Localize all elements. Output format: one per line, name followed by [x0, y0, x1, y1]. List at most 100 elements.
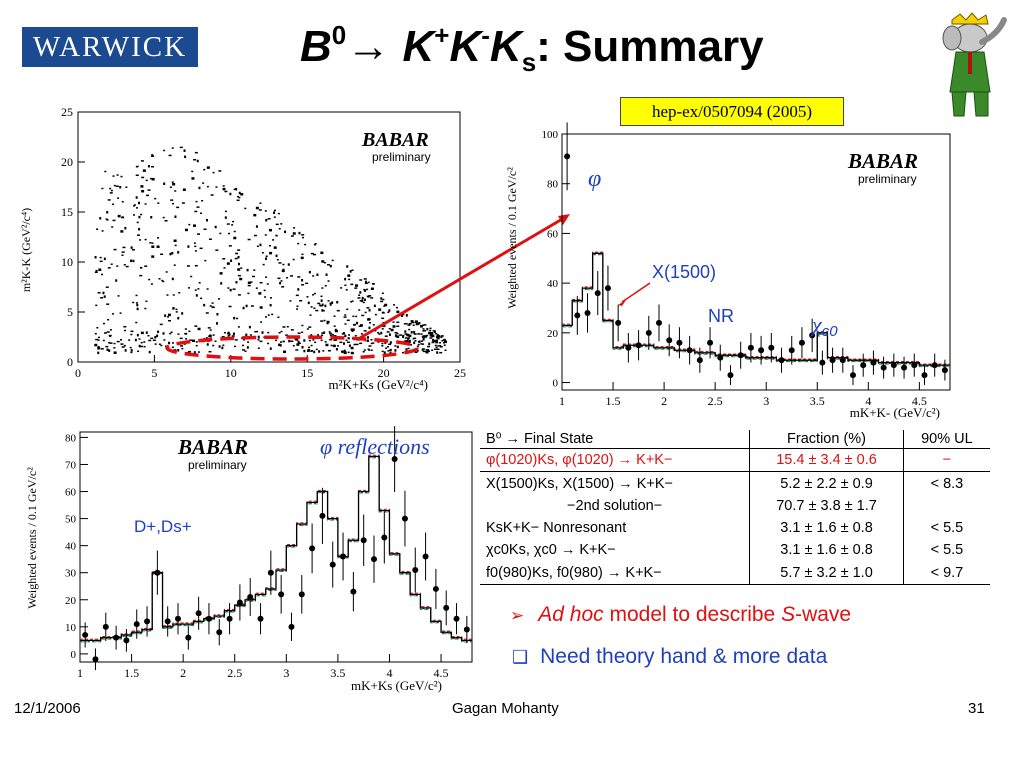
dalitz-point — [209, 329, 212, 331]
dalitz-point — [443, 340, 447, 344]
dalitz-point — [194, 250, 197, 252]
dalitz-point — [130, 330, 134, 333]
dalitz-point — [414, 340, 417, 342]
dalitz-point — [115, 279, 118, 282]
dalitz-point — [150, 216, 153, 219]
dalitz-point — [168, 319, 172, 322]
cell-state: KsK+K− Nonresonant — [486, 520, 627, 537]
dalitz-point — [96, 228, 99, 230]
dalitz-point — [94, 332, 97, 335]
dalitz-point — [247, 284, 251, 287]
dalitz-point — [300, 256, 304, 260]
data-point — [788, 347, 795, 354]
dalitz-point — [307, 301, 310, 305]
dalitz-point — [277, 277, 281, 280]
dalitz-point — [275, 254, 278, 258]
table-row: KsK+K− Nonresonant 3.1 ± 1.6 ± 0.8 < 5.5 — [480, 517, 990, 540]
dalitz-point — [190, 275, 193, 278]
dalitz-point — [242, 306, 245, 310]
dalitz-point — [107, 267, 111, 269]
dalitz-point — [129, 346, 132, 349]
dalitz-point — [107, 199, 111, 201]
cell-state: χc0Ks, χc0 → K+K− — [486, 542, 616, 559]
dalitz-point — [411, 321, 415, 324]
dalitz-point — [439, 346, 443, 348]
ytick-label: 80 — [65, 432, 77, 444]
dalitz-point — [219, 272, 223, 275]
dalitz-point — [343, 342, 346, 345]
dalitz-point — [226, 223, 230, 225]
data-point — [288, 623, 295, 630]
dalitz-point — [121, 216, 124, 218]
dalitz-point — [328, 331, 331, 333]
dalitz-point — [321, 287, 324, 289]
dalitz-point — [325, 273, 328, 276]
dalitz-point — [303, 339, 306, 342]
dalitz-point — [360, 333, 363, 335]
dalitz-point — [327, 263, 331, 266]
dalitz-point — [297, 332, 301, 334]
dalitz-point — [308, 339, 311, 342]
data-point — [564, 153, 571, 160]
x1500-label: X(1500) — [652, 262, 716, 282]
dalitz-point — [109, 192, 113, 194]
dalitz-point — [170, 199, 174, 201]
dalitz-point — [305, 282, 309, 285]
dalitz-point — [136, 221, 139, 224]
dalitz-point — [203, 228, 207, 230]
arrow-bullet-icon: ➢ — [510, 606, 525, 625]
dalitz-point — [102, 339, 105, 342]
dalitz-point — [218, 170, 222, 172]
dalitz-point — [212, 334, 215, 336]
dalitz-point — [310, 334, 313, 336]
dalitz-point — [297, 342, 301, 344]
dalitz-point — [429, 334, 432, 337]
dalitz-point — [370, 349, 373, 351]
dalitz-point — [308, 326, 312, 328]
dalitz-point — [385, 347, 388, 350]
fraction-table: B⁰ → Final State Fraction (%) 90% UL φ(1… — [480, 430, 990, 585]
dalitz-point — [290, 340, 294, 342]
dalitz-point — [308, 270, 311, 274]
x1500-pointer-head — [618, 300, 626, 306]
dalitz-point — [372, 342, 375, 344]
dalitz-point — [107, 318, 110, 321]
dalitz-point — [159, 323, 163, 326]
dalitz-point — [108, 334, 112, 337]
dalitz-point — [130, 246, 133, 249]
dalitz-point — [351, 300, 354, 302]
data-point — [319, 512, 326, 519]
dalitz-point — [247, 281, 251, 285]
dalitz-point — [188, 223, 191, 226]
dalitz-point — [433, 348, 437, 351]
dalitz-point — [247, 238, 251, 241]
dalitz-point — [140, 160, 144, 162]
dalitz-point — [171, 346, 174, 349]
cell-fraction: 70.7 ± 3.8 ± 1.7 — [749, 494, 904, 518]
dalitz-point — [216, 322, 219, 325]
dalitz-point — [438, 335, 441, 338]
dalitz-point — [292, 344, 295, 347]
dalitz-point — [408, 323, 412, 325]
dalitz-point — [329, 303, 332, 306]
dalitz-point — [363, 330, 367, 332]
dalitz-point — [293, 227, 296, 229]
phi-arrow — [359, 216, 565, 340]
data-point — [371, 556, 377, 563]
dalitz-point — [364, 282, 368, 285]
dalitz-point — [168, 341, 171, 345]
data-point — [747, 344, 754, 351]
dalitz-point — [140, 267, 143, 269]
col-fraction: Fraction (%) — [749, 430, 904, 449]
dalitz-point — [334, 329, 338, 333]
dalitz-point — [109, 187, 112, 190]
dalitz-point — [172, 202, 175, 205]
ytick-label: 10 — [65, 622, 77, 634]
dalitz-point — [368, 349, 371, 351]
dalitz-point — [113, 184, 116, 187]
dalitz-point — [95, 304, 98, 307]
dalitz-point — [212, 171, 215, 174]
data-point — [758, 347, 765, 354]
cell-fraction: 3.1 ± 1.6 ± 0.8 — [749, 539, 904, 562]
xtick-label: 1 — [559, 394, 565, 408]
